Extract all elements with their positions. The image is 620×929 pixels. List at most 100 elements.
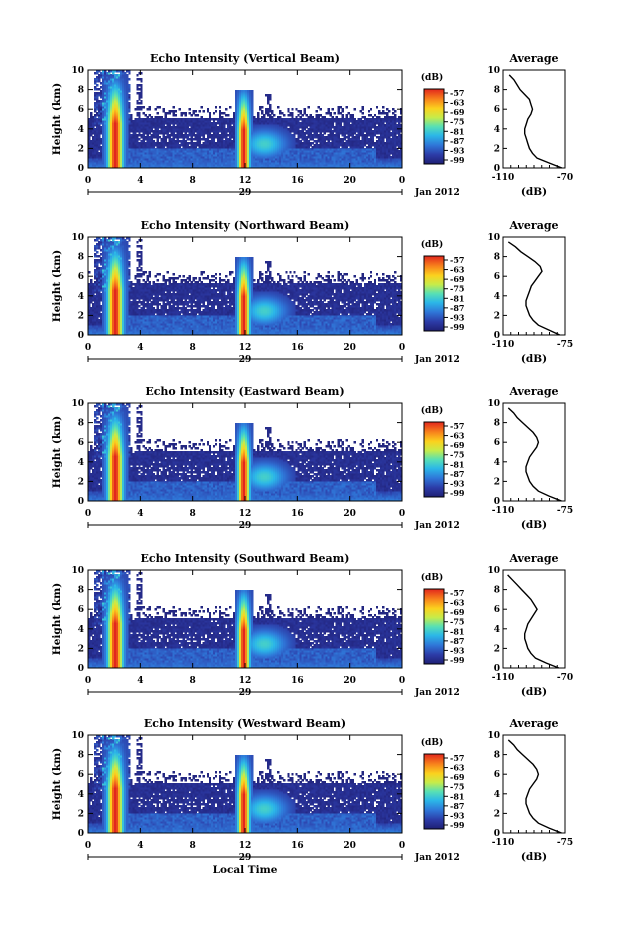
heat-cell: [352, 114, 354, 116]
heat-cell: [394, 114, 396, 116]
heat-cell: [138, 112, 140, 114]
heat-cell: [299, 110, 301, 112]
colorbar-tick-label: -87: [450, 136, 464, 146]
heat-cell: [201, 106, 203, 108]
heat-cell: [257, 112, 259, 114]
y-tick-label: 8: [78, 86, 84, 96]
colorbar-tick-label: -75: [450, 117, 464, 127]
heat-cell: [330, 112, 332, 114]
colorbar-tick-label: -63: [450, 98, 465, 108]
x-tick-label: 20: [343, 176, 356, 186]
heat-cell: [203, 110, 205, 112]
heat-cell: [142, 106, 144, 108]
colorbar-tick-label: -81: [450, 126, 464, 136]
heat-cell: [271, 110, 273, 112]
heat-cell: [287, 108, 289, 110]
profile-x-label: (dB): [521, 186, 547, 198]
heat-cell: [269, 104, 271, 106]
heat-cell: [128, 102, 130, 104]
heat-cell: [162, 108, 164, 110]
heat-cell: [328, 108, 330, 110]
heat-cell: [307, 106, 309, 108]
heat-cell: [376, 106, 378, 108]
profile-x-tick-label: -110: [492, 173, 515, 183]
heat-cell: [215, 106, 217, 108]
colorbar-tick-label: -99: [450, 155, 465, 165]
heat-cell: [156, 112, 158, 114]
x-tick-label: 12: [239, 176, 252, 186]
heat-cell: [195, 110, 197, 112]
x-tick-label: 16: [291, 176, 304, 186]
heat-cell: [319, 108, 321, 110]
profile-y-tick-label: 8: [494, 86, 500, 96]
heat-cell: [175, 114, 177, 116]
heat-cell: [273, 114, 275, 116]
heat-cell: [90, 279, 92, 281]
heat-cell: [199, 110, 201, 112]
colorbar-tick-label: -57: [450, 88, 464, 98]
heat-cell: [209, 112, 211, 114]
profile-x-tick-label: -70: [557, 173, 573, 183]
heat-cell: [291, 112, 293, 114]
heat-cell: [251, 90, 253, 92]
heat-cell: [128, 94, 130, 96]
heat-cell: [189, 108, 191, 110]
heat-cell: [158, 106, 160, 108]
heat-cell: [140, 84, 142, 86]
y-tick-label: 2: [78, 144, 84, 154]
heat-cell: [148, 106, 150, 108]
heat-cell: [227, 114, 229, 116]
x-tick-label: 0: [399, 176, 405, 186]
heat-cell: [370, 108, 372, 110]
heat-cell: [225, 108, 227, 110]
heat-cell: [185, 112, 187, 114]
heat-cell: [362, 106, 364, 108]
y-axis-label: Height (km): [51, 83, 63, 155]
heat-cell: [277, 106, 279, 108]
heat-cell: [334, 112, 336, 114]
heat-cell: [342, 114, 344, 116]
heat-cell: [175, 110, 177, 112]
heat-cell: [269, 94, 271, 96]
y-tick-label: 6: [78, 105, 84, 115]
heat-cell: [261, 106, 263, 108]
heat-cell: [388, 110, 390, 112]
x-tick-label: 4: [137, 176, 143, 186]
heat-cell: [140, 100, 142, 102]
heat-cell: [130, 114, 132, 116]
heat-cell: [96, 251, 98, 253]
heat-cell: [128, 84, 130, 86]
colorbar: [424, 89, 444, 164]
y-tick-label: 0: [78, 164, 84, 174]
heat-cell: [219, 106, 221, 108]
profile-y-tick-label: 10: [487, 66, 500, 76]
x-tick-label: 0: [85, 176, 91, 186]
y-tick-label: 4: [78, 125, 84, 135]
heat-cell: [261, 110, 263, 112]
profile-y-tick-label: 2: [494, 144, 500, 154]
profile-frame: [503, 70, 565, 168]
heat-cell: [140, 78, 142, 80]
heatmap-cells: [88, 237, 402, 335]
heat-cell: [207, 108, 209, 110]
heat-cell: [315, 110, 317, 112]
colorbar-unit: (dB): [421, 72, 443, 83]
y-tick-label: 10: [71, 66, 84, 76]
heat-cell: [179, 108, 181, 110]
heat-cell: [90, 112, 92, 114]
heat-cell: [362, 112, 364, 114]
profile-y-tick-label: 6: [494, 105, 500, 115]
month-label: Jan 2012: [414, 188, 460, 198]
heat-cell: [346, 106, 348, 108]
heat-cell: [197, 114, 199, 116]
x-tick-label: 8: [190, 176, 196, 186]
heat-cell: [354, 108, 356, 110]
heatmap-cells: [88, 70, 402, 168]
date-label: 29: [239, 188, 252, 198]
heat-cell: [291, 108, 293, 110]
heat-cell: [229, 106, 231, 108]
heat-cell: [128, 78, 130, 80]
